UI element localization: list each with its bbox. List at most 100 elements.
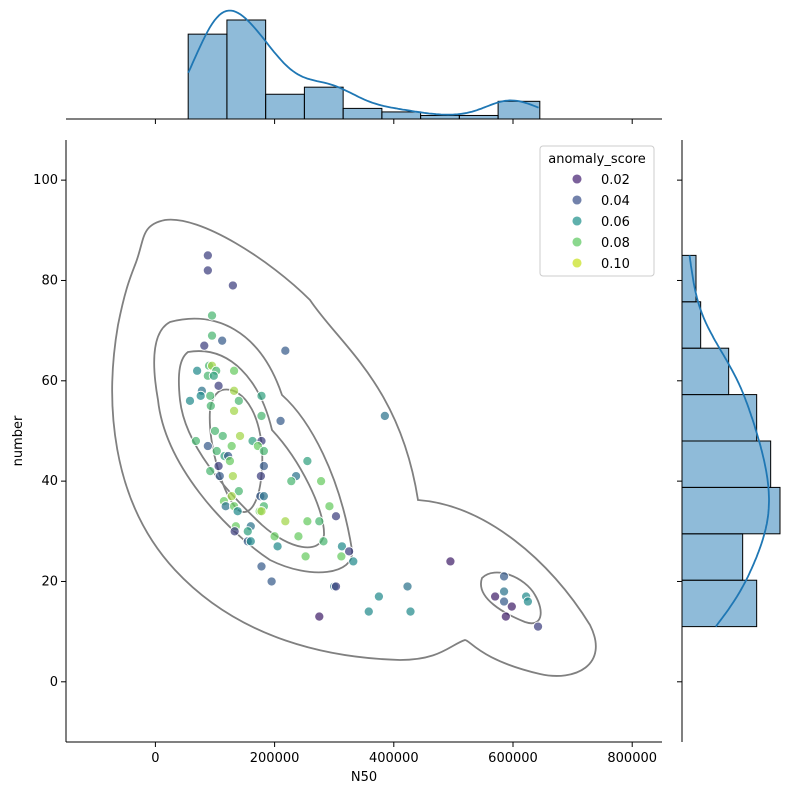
- y-tick-label: 40: [41, 474, 58, 489]
- scatter-point: [213, 380, 224, 391]
- marginal-x-bar: [265, 93, 305, 120]
- scatter-point: [202, 250, 213, 261]
- scatter-point: [233, 395, 244, 406]
- y-tick-label: 0: [50, 675, 58, 690]
- scatter-point: [256, 561, 267, 572]
- marginal-y-kde-curve: [688, 255, 770, 628]
- marginal-y-bar: [681, 301, 702, 349]
- scatter-point: [226, 440, 237, 452]
- scatter-point: [506, 601, 517, 612]
- marginal-x-kde-curve: [187, 9, 539, 116]
- scatter-point: [227, 280, 238, 291]
- scatter-point: [206, 310, 218, 321]
- scatter-point: [256, 410, 267, 421]
- scatter-point: [229, 385, 240, 396]
- marginal-y-histogram: [677, 140, 781, 742]
- scatter-point: [217, 335, 228, 346]
- marginal-x-bar: [226, 19, 267, 120]
- scatter-point: [256, 390, 267, 401]
- scatter-point: [316, 476, 327, 487]
- scatter-point: [234, 430, 246, 442]
- scatter-point: [226, 491, 237, 502]
- x-tick-label: 200000: [250, 751, 300, 766]
- scatter-point: [363, 606, 374, 617]
- legend-frame: [539, 145, 655, 277]
- kde-contour-outer: [111, 218, 597, 677]
- scatter-point: [314, 516, 325, 527]
- marginal-y-bar: [681, 394, 758, 442]
- scatter-point: [314, 611, 325, 622]
- marginal-x-bar: [187, 33, 228, 120]
- legend-marker: [571, 215, 583, 227]
- marginal-y-bar: [681, 533, 744, 581]
- scatter-point: [229, 405, 240, 416]
- scatter-point: [522, 596, 533, 607]
- legend: anomaly_score 0.02 0.04 0.06 0.08 0.10: [539, 145, 655, 277]
- legend-marker: [571, 194, 583, 206]
- legend-marker: [571, 173, 583, 185]
- y-tick-label: 60: [41, 374, 58, 389]
- scatter-point: [280, 516, 291, 527]
- scatter-point: [302, 516, 313, 527]
- scatter-point: [255, 471, 266, 482]
- scatter-point: [330, 511, 342, 522]
- scatter-point: [202, 265, 213, 276]
- x-tick-label: 400000: [369, 751, 419, 766]
- y-tick-label: 20: [41, 574, 58, 589]
- scatter-point: [336, 541, 347, 552]
- kde-contour-third: [177, 350, 325, 549]
- scatter-point: [300, 551, 311, 562]
- marginal-x-bar: [458, 114, 499, 120]
- scatter-point: [344, 546, 355, 557]
- scatter-point: [445, 556, 456, 567]
- scatter-point: [209, 425, 221, 437]
- legend-label: 0.06: [601, 215, 630, 230]
- x-axis-label: N50: [351, 770, 377, 785]
- joint-scatter-panel: 0 200000 400000 600000 800000 N50 0 20 40 60 80 1…: [11, 140, 662, 785]
- scatter-point: [242, 526, 253, 537]
- scatter-point: [405, 606, 416, 617]
- x-axis: 0 200000 400000 600000 800000 N50: [66, 741, 662, 785]
- legend-label: 0.10: [601, 257, 630, 272]
- y-tick-label: 100: [33, 173, 58, 188]
- scatter-point: [232, 506, 243, 517]
- scatter-point: [275, 415, 286, 426]
- marginal-y-bar: [681, 347, 730, 396]
- scatter-point: [217, 430, 228, 442]
- marginal-y-bar: [681, 486, 781, 535]
- scatter-point: [184, 395, 196, 406]
- scatter-point: [532, 621, 544, 632]
- scatter-point: [324, 501, 335, 512]
- scatter-point: [373, 591, 384, 602]
- scatter-point: [499, 571, 510, 582]
- y-tick-label: 80: [41, 273, 58, 288]
- scatter-point: [258, 445, 269, 457]
- scatter-point: [190, 435, 201, 447]
- legend-label: 0.04: [601, 194, 630, 209]
- scatter-point: [206, 330, 218, 341]
- marginal-y-bar: [681, 440, 772, 488]
- scatter-point: [330, 581, 342, 592]
- scatter-point: [286, 476, 297, 487]
- x-tick-label: 600000: [488, 751, 538, 766]
- scatter-point: [227, 471, 238, 482]
- y-axis-label: number: [11, 415, 26, 466]
- scatter-point: [272, 541, 283, 552]
- scatter-point: [336, 551, 347, 562]
- scatter-point: [379, 410, 390, 421]
- scatter-point: [202, 440, 213, 452]
- scatter-point: [214, 471, 225, 482]
- kde-contours: [111, 218, 597, 677]
- scatter-point: [199, 340, 210, 351]
- marginal-x-bar: [342, 107, 383, 120]
- scatter-point: [211, 445, 222, 457]
- marginal-x-bar: [303, 86, 344, 120]
- scatter-point: [302, 456, 313, 467]
- scatter-point: [499, 586, 510, 597]
- scatter-point: [280, 345, 291, 356]
- x-tick-label: 800000: [607, 751, 657, 766]
- legend-label: 0.02: [601, 173, 630, 188]
- scatter-point: [229, 365, 240, 376]
- scatter-point: [192, 365, 203, 376]
- scatter-point: [213, 461, 224, 472]
